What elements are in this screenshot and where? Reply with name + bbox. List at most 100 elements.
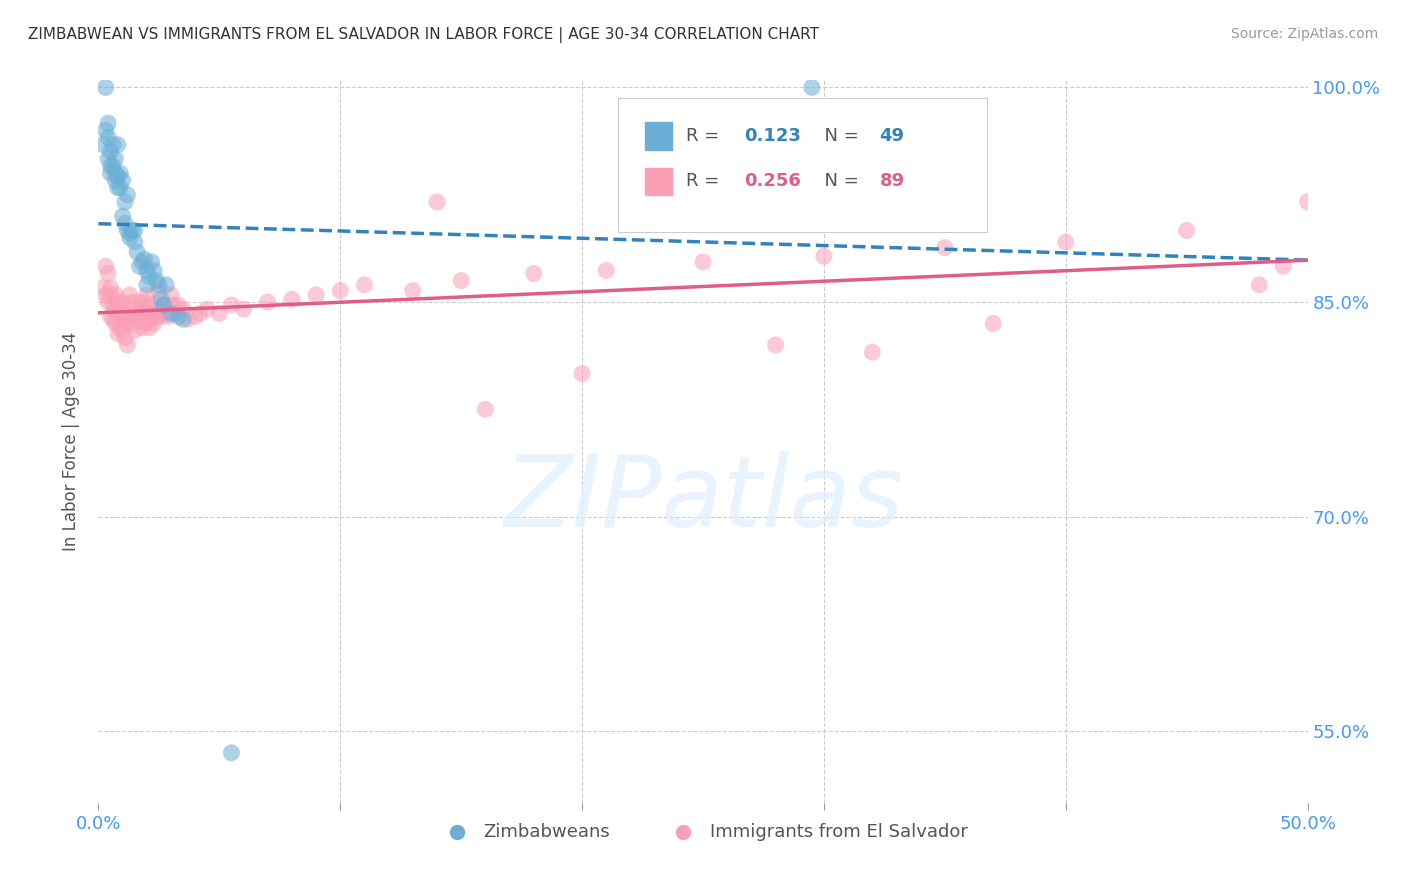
Point [571, 367, 593, 381]
Point [160, 306, 183, 320]
Point [131, 255, 153, 269]
Point [765, 338, 787, 352]
Point [150, 292, 173, 306]
Point [101, 312, 124, 326]
Point [94, 123, 117, 137]
Point [177, 312, 200, 326]
Point [167, 310, 190, 324]
Point [114, 310, 136, 324]
Point [167, 298, 190, 312]
Point [107, 137, 129, 152]
Text: N =: N = [813, 172, 865, 190]
Point [860, 345, 883, 359]
Point [97, 152, 120, 166]
Point [94, 80, 117, 95]
Point [104, 288, 127, 302]
Point [981, 317, 1004, 331]
Point [121, 317, 143, 331]
Point [800, 80, 823, 95]
Point [162, 298, 184, 312]
Point [141, 312, 163, 326]
Point [184, 310, 207, 324]
Point [595, 263, 617, 277]
Point [107, 180, 129, 194]
Point [134, 317, 156, 331]
Point [138, 269, 160, 284]
Point [124, 302, 146, 317]
Point [135, 302, 157, 317]
Point [523, 267, 546, 281]
Text: 49: 49 [880, 127, 904, 145]
Point [104, 317, 127, 331]
Point [141, 255, 163, 269]
Point [150, 310, 173, 324]
Point [104, 166, 127, 180]
Text: 0.123: 0.123 [744, 127, 801, 145]
Text: ZIPatlas: ZIPatlas [503, 450, 903, 548]
Point [94, 260, 117, 274]
Point [114, 194, 136, 209]
Point [107, 169, 129, 183]
Point [195, 302, 218, 317]
Point [91, 137, 114, 152]
Point [135, 288, 157, 302]
Point [138, 320, 160, 334]
Point [165, 306, 187, 320]
Point [131, 320, 153, 334]
Point [100, 288, 122, 302]
Point [160, 288, 183, 302]
Point [111, 306, 134, 320]
Point [152, 298, 174, 312]
Point [127, 310, 149, 324]
Point [172, 302, 194, 317]
Point [94, 288, 117, 302]
Point [101, 137, 124, 152]
Text: 89: 89 [880, 172, 904, 190]
Point [111, 209, 134, 223]
Point [1296, 194, 1319, 209]
Point [221, 746, 243, 760]
Point [111, 173, 134, 187]
Point [100, 145, 122, 159]
FancyBboxPatch shape [619, 98, 987, 232]
Point [104, 173, 127, 187]
Point [131, 306, 153, 320]
Bar [645, 168, 672, 195]
Point [117, 223, 139, 237]
Point [155, 306, 177, 320]
Point [117, 317, 139, 331]
Point [152, 298, 174, 312]
Point [128, 295, 150, 310]
Point [97, 295, 120, 310]
Bar [645, 122, 672, 150]
Point [101, 298, 124, 312]
Point [97, 267, 120, 281]
Point [353, 277, 375, 292]
Point [104, 302, 127, 317]
Point [107, 295, 129, 310]
Point [128, 312, 150, 326]
Text: N =: N = [813, 127, 865, 145]
Point [108, 180, 131, 194]
Point [97, 116, 120, 130]
Point [148, 284, 170, 298]
Text: R =: R = [686, 127, 725, 145]
Point [155, 277, 177, 292]
Point [124, 223, 146, 237]
Point [118, 230, 141, 244]
Point [138, 306, 160, 320]
Point [107, 326, 129, 341]
Point [474, 402, 496, 417]
Text: ZIMBABWEAN VS IMMIGRANTS FROM EL SALVADOR IN LABOR FORCE | AGE 30-34 CORRELATION: ZIMBABWEAN VS IMMIGRANTS FROM EL SALVADO… [28, 27, 820, 43]
Point [135, 263, 157, 277]
Point [143, 263, 166, 277]
Point [118, 310, 141, 324]
Point [114, 216, 136, 230]
Legend: Zimbabweans, Immigrants from El Salvador: Zimbabweans, Immigrants from El Salvador [432, 815, 974, 848]
Point [117, 338, 139, 352]
Point [145, 310, 167, 324]
Point [117, 187, 139, 202]
Point [221, 298, 243, 312]
Point [124, 324, 146, 338]
Y-axis label: In Labor Force | Age 30-34: In Labor Force | Age 30-34 [62, 332, 80, 551]
